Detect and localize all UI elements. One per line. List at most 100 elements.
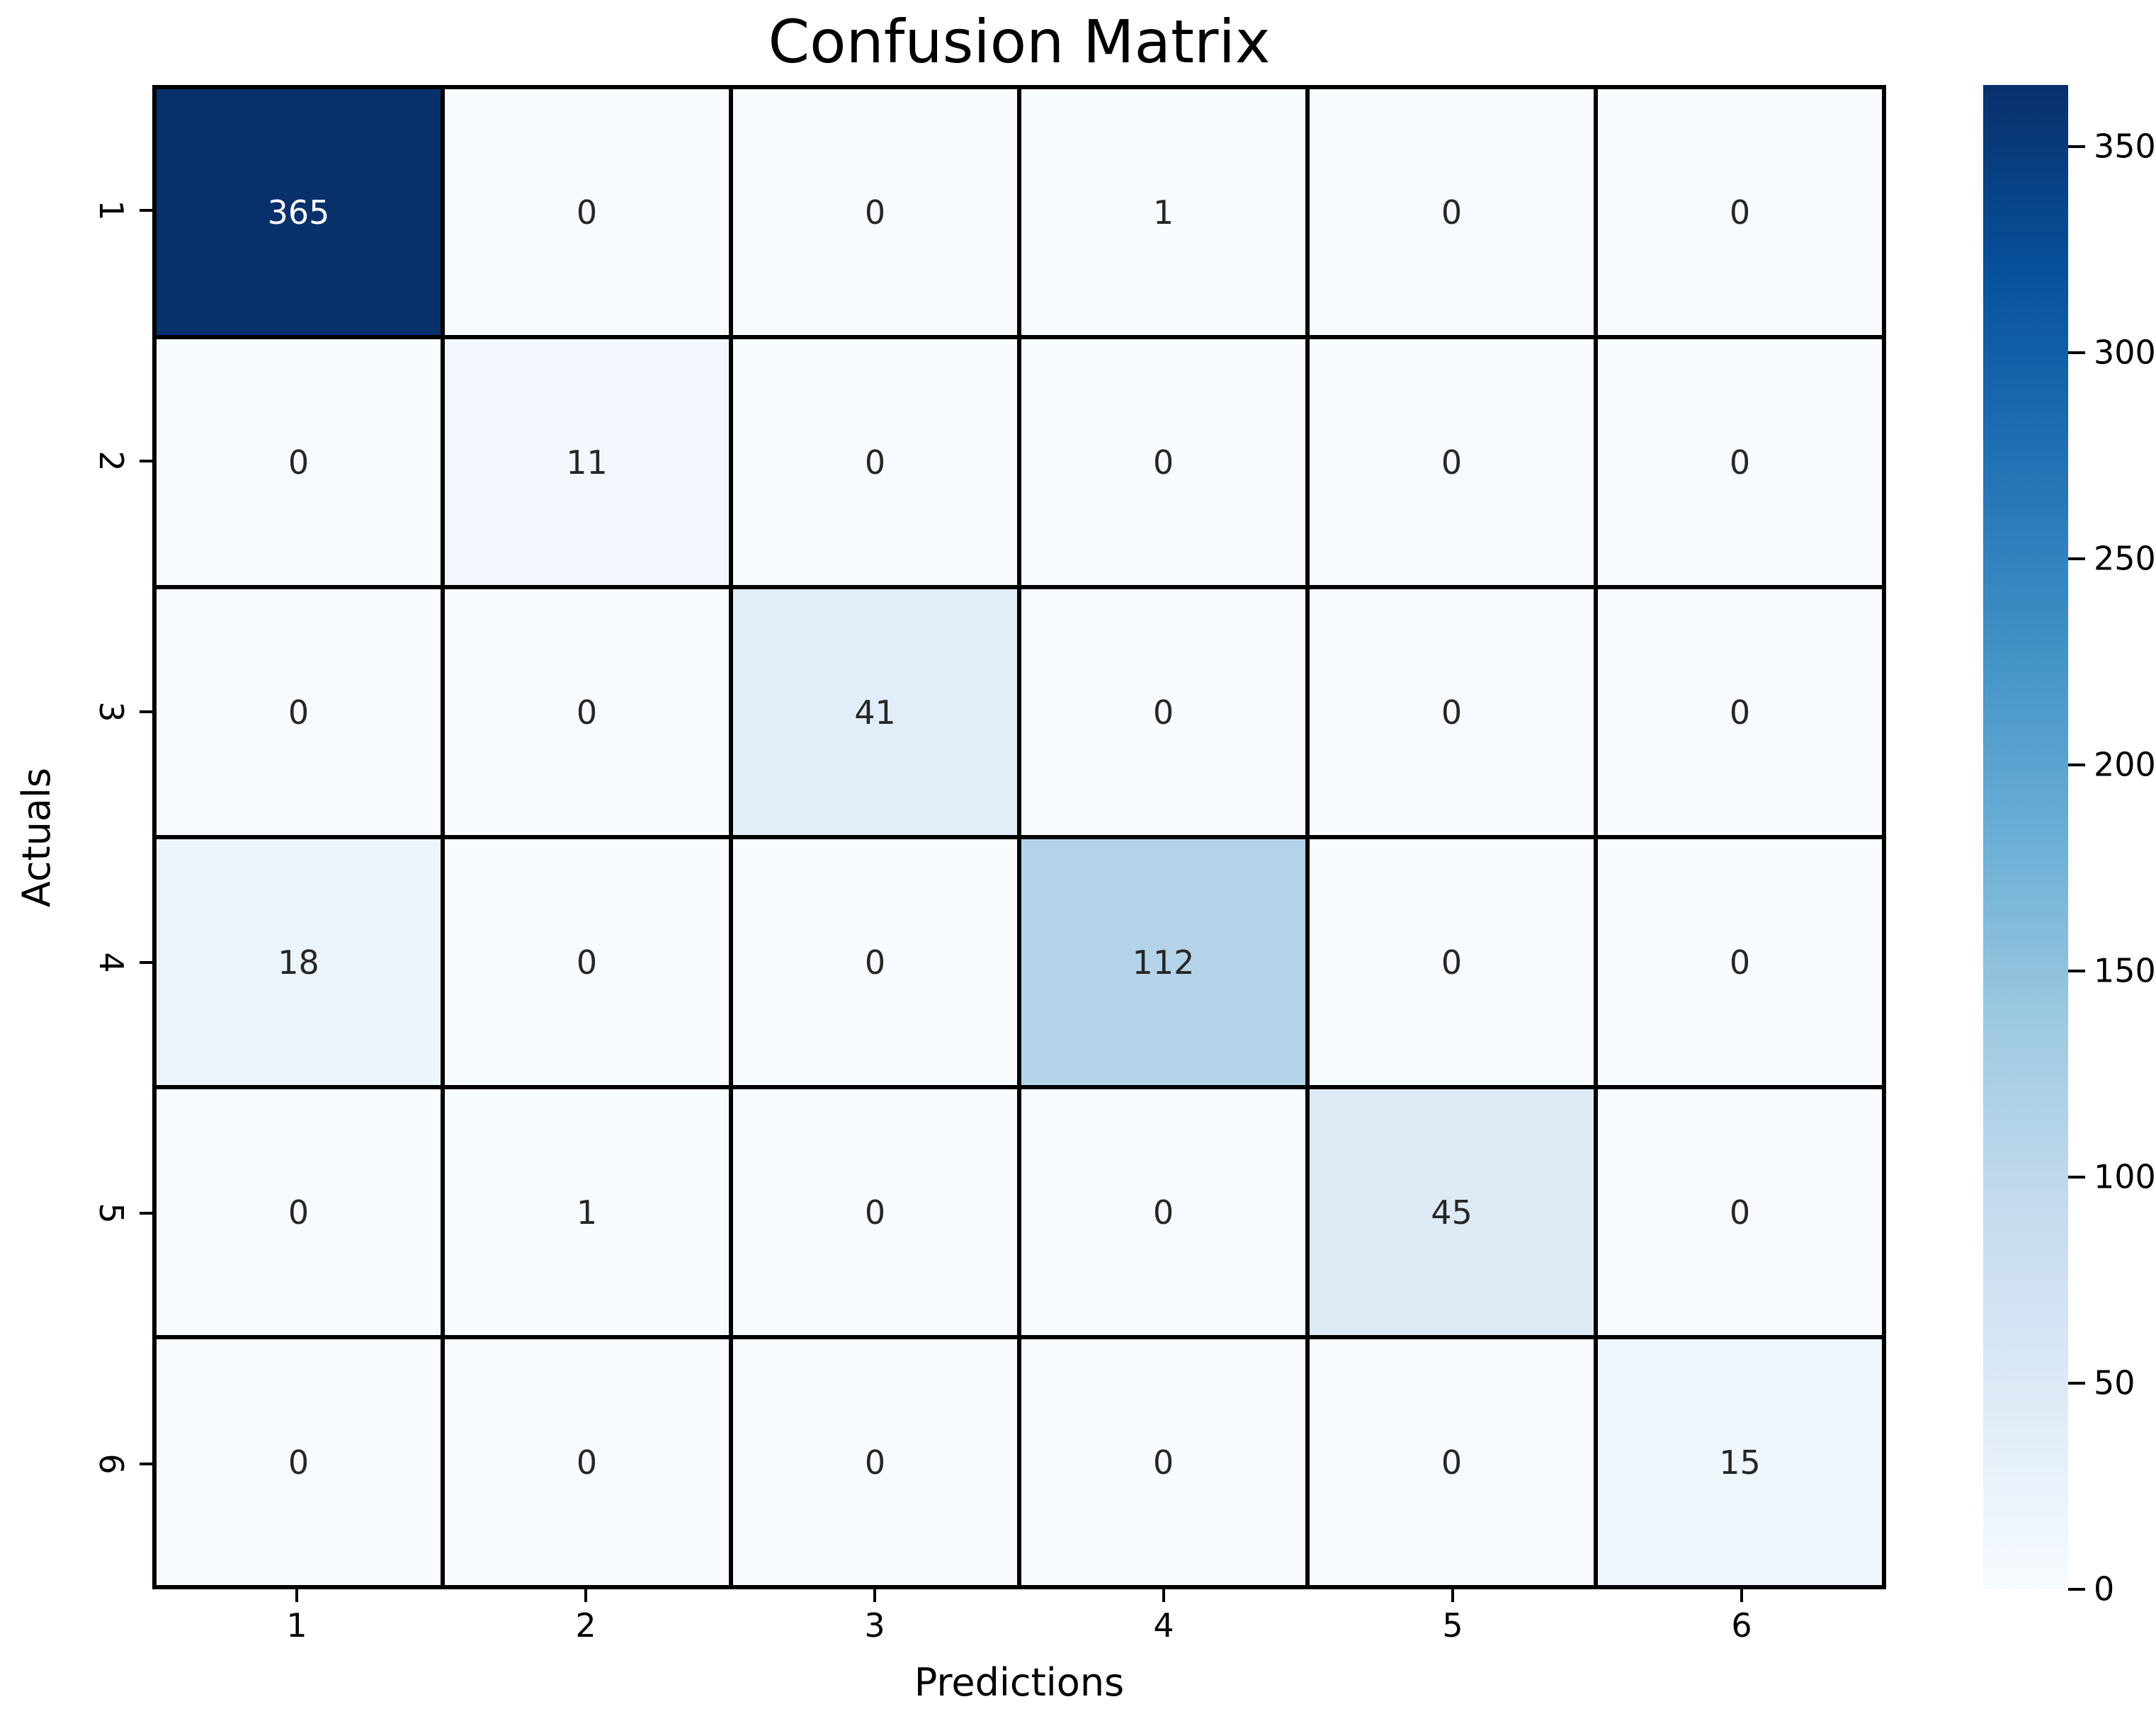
cell-value: 0 [864,193,886,232]
y-axis-ticks: 1 2 3 4 5 6 [67,85,152,1589]
heatmap-cell-r4-c1: 18 [157,839,441,1085]
cell-value: 0 [576,943,598,982]
y-tick-label: 2 [92,450,130,472]
cell-value: 0 [1729,1193,1751,1232]
heatmap-cell-r5-c4: 0 [1021,1089,1305,1335]
colorbar-tick-mark [2068,970,2085,973]
cell-value: 0 [1441,1443,1463,1482]
colorbar-tick-label: 150 [2094,951,2156,990]
y-tick-label: 4 [92,952,130,973]
x-tick-3: 3 [730,1589,1019,1642]
cell-value: 0 [1729,443,1751,482]
cell-value: 0 [288,443,310,482]
heatmap-cell-r4-c3: 0 [733,839,1017,1085]
heatmap-grid: 365 0 0 1 0 0 0 11 0 0 0 0 0 0 41 0 0 0 18 0 0 112 0 0 0 1 0 0 45 0 0 0… [152,85,1886,1589]
y-tick-label: 1 [92,200,130,221]
heatmap-cell-r4-c4: 112 [1021,839,1305,1085]
cell-value: 0 [288,1443,310,1482]
cell-value: 0 [864,1443,886,1482]
y-tick-2: 2 [67,336,152,586]
cell-value: 0 [864,943,886,982]
y-tick-mark [140,1463,152,1465]
heatmap-cell-r4-c2: 0 [445,839,729,1085]
cell-value: 45 [1431,1193,1473,1232]
x-tick-5: 5 [1308,1589,1597,1642]
heatmap-cell-r1-c3: 0 [733,89,1017,335]
x-tick-6: 6 [1597,1589,1886,1642]
x-tick-label: 1 [286,1606,307,1645]
heatmap-cell-r2-c1: 0 [157,339,441,585]
cell-value: 0 [1441,193,1463,232]
colorbar-tick-mark [2068,1382,2085,1385]
y-tick-mark [140,1212,152,1215]
colorbar-tick-label: 50 [2094,1363,2135,1402]
heatmap-cell-r6-c3: 0 [733,1339,1017,1585]
cell-value: 0 [576,193,598,232]
x-tick-mark [1740,1589,1743,1602]
heatmap-cell-r2-c5: 0 [1310,339,1594,585]
colorbar-tick-mark [2068,351,2085,355]
x-tick-mark [873,1589,876,1602]
x-tick-mark [1162,1589,1165,1602]
cell-value: 11 [566,443,608,482]
x-tick-label: 5 [1442,1606,1463,1645]
heatmap-cell-r5-c5: 45 [1310,1089,1594,1335]
colorbar-tick-mark [2068,557,2085,561]
heatmap-cell-r4-c6: 0 [1598,839,1882,1085]
heatmap-cell-r2-c6: 0 [1598,339,1882,585]
cell-value: 0 [864,443,886,482]
heatmap-cell-r1-c5: 0 [1310,89,1594,335]
cell-value: 0 [1729,943,1751,982]
y-tick-mark [140,209,152,212]
x-tick-label: 2 [575,1606,596,1645]
y-tick-mark [140,460,152,462]
heatmap-cell-r6-c6: 15 [1598,1339,1882,1585]
heatmap-cell-r5-c2: 1 [445,1089,729,1335]
cell-value: 0 [1152,693,1174,732]
colorbar-tick-label: 0 [2094,1569,2115,1608]
y-tick-3: 3 [67,586,152,837]
heatmap-cell-r5-c1: 0 [157,1089,441,1335]
colorbar-tick-mark [2068,763,2085,767]
x-axis-label: Predictions [914,1660,1125,1705]
cell-value: 1 [576,1193,598,1232]
heatmap-cell-r6-c1: 0 [157,1339,441,1585]
cell-value: 18 [278,943,319,982]
cell-value: 112 [1132,943,1195,982]
colorbar-tick-label: 300 [2094,333,2156,372]
colorbar-tick-label: 350 [2094,127,2156,166]
x-tick-2: 2 [441,1589,730,1642]
heatmap-cell-r5-c6: 0 [1598,1089,1882,1335]
cell-value: 0 [1152,1193,1174,1232]
x-tick-label: 3 [864,1606,885,1645]
y-tick-5: 5 [67,1088,152,1339]
cell-value: 0 [1441,693,1463,732]
heatmap-cell-r6-c5: 0 [1310,1339,1594,1585]
y-axis-label-wrap: Actuals [8,85,65,1589]
colorbar-tick-mark [2068,145,2085,149]
cell-value: 0 [576,1443,598,1482]
x-tick-mark [1451,1589,1454,1602]
x-tick-4: 4 [1019,1589,1308,1642]
y-tick-mark [140,961,152,964]
cell-value: 1 [1152,193,1174,232]
heatmap-cell-r6-c2: 0 [445,1339,729,1585]
y-tick-label: 5 [92,1203,130,1224]
heatmap-cell-r3-c1: 0 [157,589,441,835]
heatmap-cell-r1-c1: 365 [157,89,441,335]
colorbar-tick-label: 100 [2094,1157,2156,1196]
x-tick-label: 4 [1153,1606,1174,1645]
heatmap-cell-r5-c3: 0 [733,1089,1017,1335]
x-tick-mark [584,1589,587,1602]
cell-value: 0 [864,1193,886,1232]
heatmap-cell-r1-c6: 0 [1598,89,1882,335]
y-tick-1: 1 [67,85,152,336]
heatmap-cell-r2-c4: 0 [1021,339,1305,585]
cell-value: 0 [1729,193,1751,232]
cell-value: 0 [288,1193,310,1232]
cell-value: 0 [576,693,598,732]
colorbar-tick-mark [2068,1176,2085,1179]
colorbar-tick-label: 200 [2094,745,2156,784]
cell-value: 0 [1152,443,1174,482]
y-axis-label: Actuals [14,767,59,907]
